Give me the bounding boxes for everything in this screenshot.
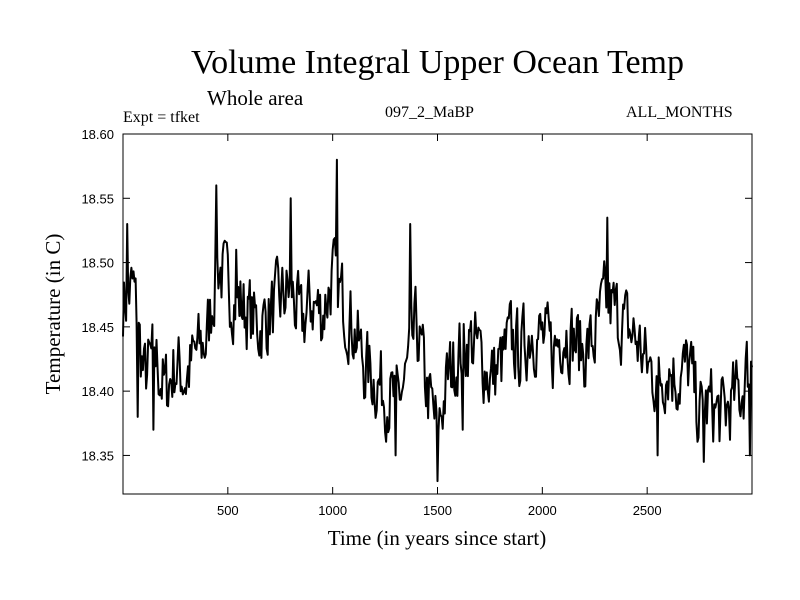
y-tick-label: 18.50 [81,256,114,271]
months-label: ALL_MONTHS [626,104,733,121]
experiment-label: Expt = tfket [123,109,200,126]
y-axis-label: Temperature (in C) [41,234,65,395]
y-tick-label: 18.60 [81,127,114,142]
y-axis: 18.35 18.40 18.45 18.50 18.55 18.60 [81,127,752,463]
y-tick-label: 18.40 [81,384,114,399]
x-tick-label: 2000 [528,503,557,518]
x-tick-label: 1000 [318,503,347,518]
chart-title: Volume Integral Upper Ocean Temp [191,44,684,81]
y-tick-label: 18.55 [81,191,114,206]
x-tick-label: 2500 [633,503,662,518]
run-label: 097_2_MaBP [385,104,474,121]
y-tick-label: 18.45 [81,320,114,335]
x-axis-label: Time (in years since start) [328,526,547,550]
temperature-series-line [122,158,753,483]
x-tick-label: 1500 [423,503,452,518]
y-tick-label: 18.35 [81,448,114,463]
x-tick-label: 500 [217,503,239,518]
x-axis: 500 1000 1500 2000 2500 [217,134,662,518]
chart-subtitle: Whole area [207,86,304,110]
